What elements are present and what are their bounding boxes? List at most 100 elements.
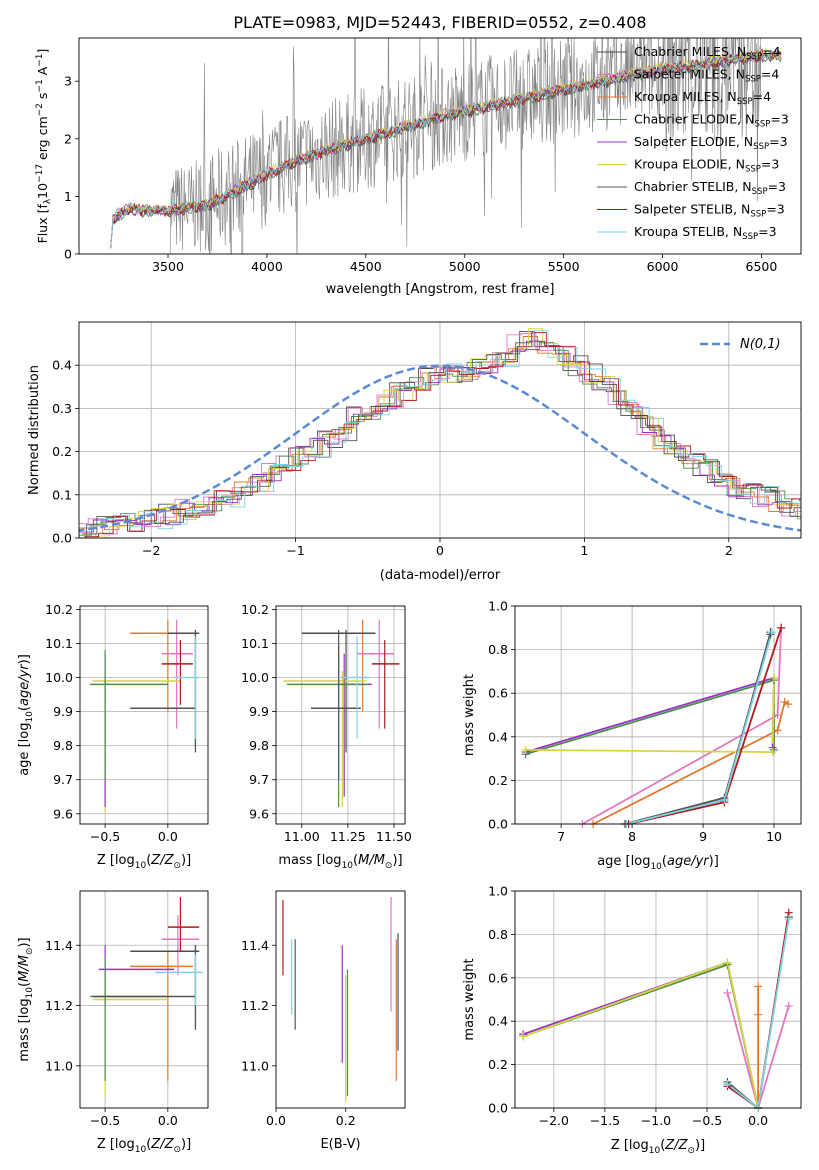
label-part: SSP <box>737 97 753 107</box>
marker-plus <box>720 796 729 805</box>
label-part: Z <box>664 1138 675 1153</box>
x-axis-label: mass [log10(M/M⊙)] <box>278 853 402 871</box>
y-tick-label: 0.6 <box>488 686 508 701</box>
y-tick-label: 9.8 <box>53 738 73 753</box>
label-part: =4 <box>761 67 779 82</box>
label-part: ( <box>660 1138 665 1153</box>
histogram-6 <box>82 340 801 535</box>
label-part: =3 <box>768 179 786 194</box>
y-tick-label: 11.2 <box>241 998 269 1013</box>
label-part: =3 <box>758 224 776 239</box>
legend-label: Salpeter STELIB, NSSP=3 <box>634 202 785 220</box>
label-part: )] <box>709 854 719 869</box>
x-tick-label: 4000 <box>251 259 283 274</box>
y-tick-label: 0.8 <box>488 927 508 942</box>
label-part: )] <box>181 1137 191 1152</box>
marker-plus <box>723 988 732 997</box>
y-tick-label: 0.1 <box>52 487 72 502</box>
label-part: −1 <box>35 54 45 67</box>
y-tick-label: 11.4 <box>45 938 73 953</box>
x-tick-label: 11.50 <box>376 829 412 844</box>
label-part: ( <box>353 853 358 868</box>
y-tick-label: 9.6 <box>249 806 269 821</box>
x-tick-label: −1 <box>286 543 304 558</box>
y-tick-label: 0.2 <box>52 444 72 459</box>
x-tick-label: −0.5 <box>90 1113 120 1128</box>
legend-label: N(0,1) <box>740 337 781 352</box>
x-axis-label: Z [log10(Z/Z⊙)] <box>611 1138 705 1156</box>
label-part: ( <box>17 706 32 711</box>
y-tick-label: 9.7 <box>53 772 73 787</box>
label-part: Z <box>678 1138 689 1153</box>
legend-label: Kroupa STELIB, NSSP=3 <box>634 224 777 242</box>
massweight-vs-age-chart: 7 8 9 10 0.0 0.2 0.4 0.6 0.8 1.0 mass weight age [l… <box>462 599 802 872</box>
label-part: Z <box>164 853 175 868</box>
x-tick-label: 2 <box>725 543 733 558</box>
label-part: =3 <box>770 112 788 127</box>
label-part: age [log <box>597 854 650 869</box>
label-part: 10 <box>35 183 50 199</box>
marker-plus <box>784 915 793 924</box>
plot-area <box>110 38 782 254</box>
label-part: Z [log <box>97 1137 135 1152</box>
y-tick-label: 9.9 <box>249 704 269 719</box>
mass-weight-line-1 <box>726 992 790 1108</box>
label-part: Salpeter ELODIE, N <box>634 134 753 149</box>
label-part: 10 <box>25 711 35 723</box>
y-tick-label: 1.0 <box>488 884 508 899</box>
plot-area <box>79 328 801 538</box>
marker-plus <box>773 726 782 735</box>
label-part: Z [log <box>611 1138 649 1153</box>
label-part: Chabrier ELODIE, N <box>634 112 754 127</box>
axes-frame <box>514 890 802 1109</box>
x-axis-label: Z [log10(Z/Z⊙)] <box>97 1137 191 1155</box>
label-part: A <box>35 66 50 79</box>
x-tick-label: 11.25 <box>330 829 366 844</box>
y-axis-label: age [log10(age/yr)] <box>17 654 35 776</box>
mass-weight-line-4 <box>525 676 775 753</box>
label-part: ⊙ <box>173 861 181 871</box>
label-part: SSP <box>746 52 762 62</box>
legend-label: Salpeter MILES, NSSP=4 <box>634 67 779 85</box>
y-tick-label: 0.6 <box>488 970 508 985</box>
label-part: −17 <box>35 164 45 183</box>
histogram-8 <box>85 330 801 530</box>
axes-frame <box>514 605 802 825</box>
label-part: )] <box>181 853 191 868</box>
label-part: ⊙ <box>385 861 393 871</box>
marker-plus <box>754 982 763 991</box>
mass-vs-ebv-chart: 0.0 0.2 11.0 11.2 11.4 E(B-V) <box>241 890 406 1152</box>
x-tick-label: −2.0 <box>539 1113 569 1128</box>
x-tick-label: 9 <box>699 829 707 844</box>
y-tick-label: 10.0 <box>45 670 73 685</box>
axes-frame <box>79 605 209 825</box>
marker-plus <box>784 1002 793 1011</box>
age-vs-mass-chart: 11.00 11.25 11.50 9.6 9.7 9.8 9.9 10.0 10.1 10.2 m… <box>241 602 412 871</box>
y-tick-label: 9.8 <box>249 738 269 753</box>
label-part: =3 <box>766 202 784 217</box>
y-tick-label: 0 <box>64 247 72 262</box>
y-tick-label: 11.0 <box>45 1058 73 1073</box>
residuals-chart: −2 −1 0 1 2 0.0 0.1 0.2 0.3 0.4 (data-model)/error… <box>27 321 802 583</box>
massweight-vs-metallicity-chart: −2.0 −1.5 −1.0 −0.5 0.0 0.0 0.2 0.4 0.6 0.8 1.0 mas… <box>462 884 802 1156</box>
y-tick-label: 9.6 <box>53 806 73 821</box>
mass-weight-line-4 <box>522 961 759 1108</box>
y-tick-label: 11.0 <box>241 1058 269 1073</box>
label-part: M <box>17 955 32 966</box>
y-tick-label: 0.0 <box>52 531 72 546</box>
x-tick-label: 3500 <box>152 259 184 274</box>
x-tick-label: 1 <box>580 543 588 558</box>
label-part: 10 <box>135 1145 147 1155</box>
marker-plus <box>767 628 776 637</box>
axes-frame <box>78 321 802 539</box>
x-tick-label: 6000 <box>647 259 679 274</box>
y-tick-label: 10.0 <box>241 670 269 685</box>
label-part: erg cm <box>35 116 50 164</box>
y-axis-label: Normed distribution <box>27 365 42 495</box>
legend-label: Salpeter ELODIE, NSSP=3 <box>634 134 788 152</box>
observed-spectrum <box>169 38 762 254</box>
label-part: Z [log <box>97 853 135 868</box>
y-tick-label: 9.9 <box>53 704 73 719</box>
marker-plus <box>768 748 777 757</box>
